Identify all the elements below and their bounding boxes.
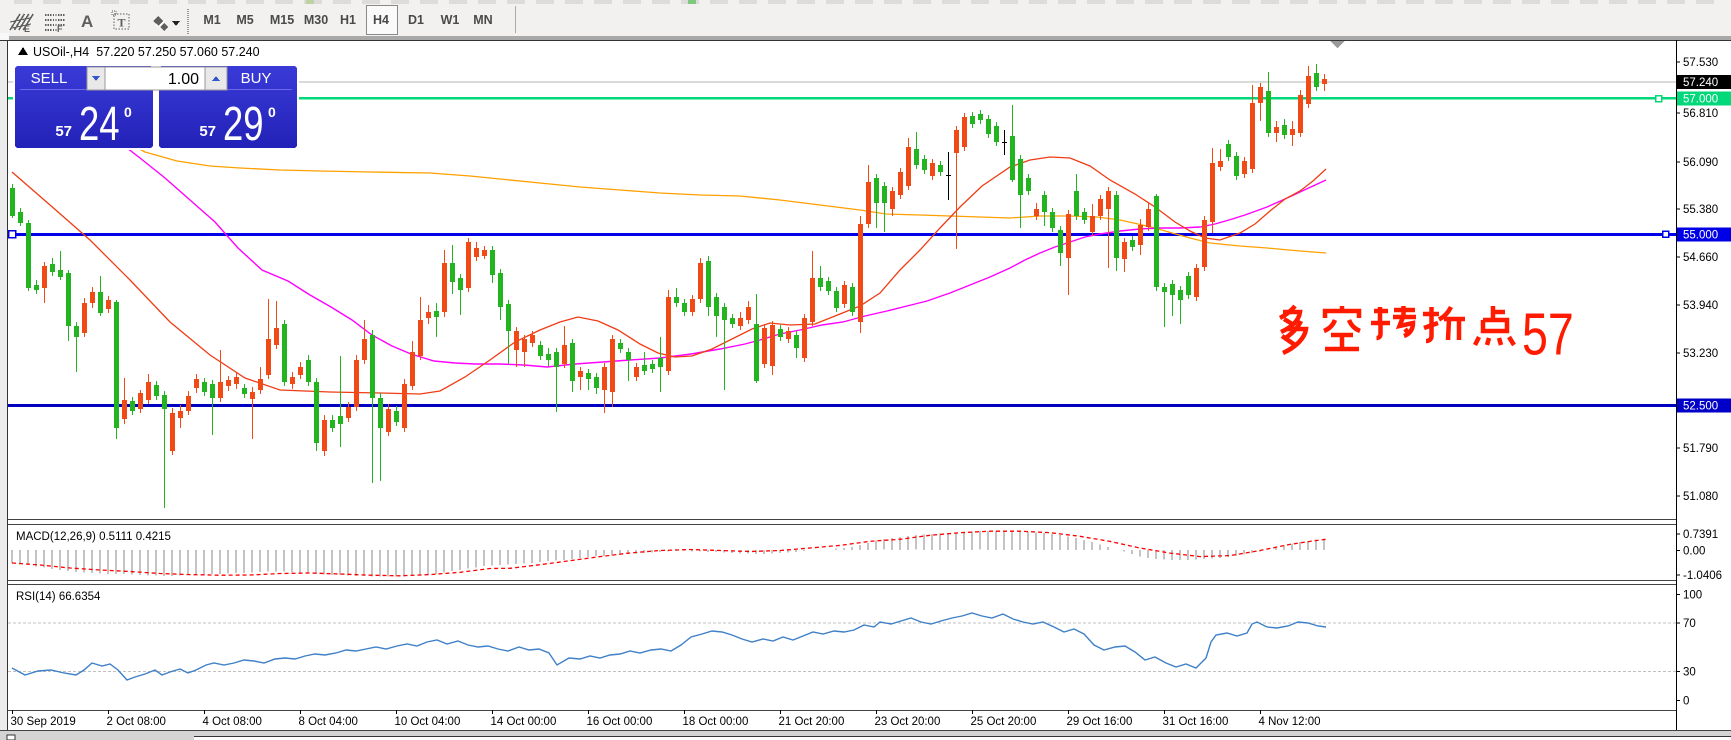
svg-text:A: A — [81, 12, 93, 31]
svg-text:RSI(14) 66.6354: RSI(14) 66.6354 — [16, 591, 101, 603]
svg-text:0.00: 0.00 — [1683, 546, 1705, 558]
svg-text:70: 70 — [1683, 618, 1696, 630]
svg-text:0: 0 — [1683, 696, 1689, 708]
svg-text:W1: W1 — [441, 13, 460, 27]
svg-text:E: E — [24, 24, 30, 34]
svg-text:14 Oct 00:00: 14 Oct 00:00 — [491, 716, 557, 728]
svg-text:1.00: 1.00 — [168, 71, 199, 88]
svg-text:BUY: BUY — [241, 70, 272, 87]
svg-text:23 Oct 20:00: 23 Oct 20:00 — [875, 716, 941, 728]
svg-text:57: 57 — [55, 123, 72, 140]
svg-text:SELL: SELL — [31, 70, 68, 87]
svg-text:53.230: 53.230 — [1683, 348, 1718, 360]
svg-text:18 Oct 00:00: 18 Oct 00:00 — [683, 716, 749, 728]
svg-text:0.7391: 0.7391 — [1683, 529, 1718, 541]
svg-text:56.090: 56.090 — [1683, 157, 1718, 169]
svg-text:4 Nov 12:00: 4 Nov 12:00 — [1259, 716, 1321, 728]
svg-text:16 Oct 00:00: 16 Oct 00:00 — [587, 716, 653, 728]
svg-text:29 Oct 16:00: 29 Oct 16:00 — [1067, 716, 1133, 728]
svg-text:H1: H1 — [340, 13, 356, 27]
svg-text:54.660: 54.660 — [1683, 252, 1718, 264]
svg-text:57.530: 57.530 — [1683, 57, 1718, 69]
svg-text:53.940: 53.940 — [1683, 300, 1718, 312]
svg-text:2 Oct 08:00: 2 Oct 08:00 — [107, 716, 166, 728]
svg-text:30: 30 — [1683, 667, 1696, 679]
svg-text:30 Sep 2019: 30 Sep 2019 — [11, 716, 76, 728]
svg-text:57.240: 57.240 — [1683, 77, 1718, 89]
svg-text:-1.0406: -1.0406 — [1683, 570, 1722, 582]
svg-text:55.000: 55.000 — [1683, 230, 1718, 242]
svg-text:M1: M1 — [203, 13, 220, 27]
svg-text:57.000: 57.000 — [1683, 94, 1718, 106]
svg-text:F: F — [57, 24, 63, 34]
svg-text:100: 100 — [1683, 590, 1702, 602]
svg-text:31 Oct 16:00: 31 Oct 16:00 — [1163, 716, 1229, 728]
svg-text:56.810: 56.810 — [1683, 108, 1718, 120]
svg-text:0: 0 — [268, 104, 276, 120]
svg-text:10 Oct 04:00: 10 Oct 04:00 — [395, 716, 461, 728]
svg-text:21 Oct 20:00: 21 Oct 20:00 — [779, 716, 845, 728]
svg-text:D1: D1 — [408, 13, 424, 27]
svg-text:MACD(12,26,9) 0.5111 0.4215: MACD(12,26,9) 0.5111 0.4215 — [16, 531, 171, 543]
svg-text:8 Oct 04:00: 8 Oct 04:00 — [299, 716, 358, 728]
svg-text:57: 57 — [199, 123, 216, 140]
svg-text:25 Oct 20:00: 25 Oct 20:00 — [971, 716, 1037, 728]
svg-text:USOil-,H4 57.220 57.250 57.06: USOil-,H4 57.220 57.250 57.060 57.240 — [33, 45, 260, 59]
svg-text:M15: M15 — [270, 13, 294, 27]
svg-text:24: 24 — [79, 97, 120, 151]
svg-text:51.080: 51.080 — [1683, 491, 1718, 503]
svg-text:M30: M30 — [304, 13, 328, 27]
svg-text:52.500: 52.500 — [1683, 401, 1718, 413]
svg-text:57: 57 — [1522, 302, 1574, 368]
svg-text:H4: H4 — [373, 13, 389, 27]
svg-text:MN: MN — [473, 13, 492, 27]
svg-text:55.380: 55.380 — [1683, 204, 1718, 216]
svg-text:4 Oct 08:00: 4 Oct 08:00 — [203, 716, 262, 728]
svg-text:0: 0 — [124, 104, 132, 120]
svg-text:T: T — [118, 16, 126, 30]
svg-text:51.790: 51.790 — [1683, 443, 1718, 455]
svg-text:M5: M5 — [236, 13, 253, 27]
svg-text:29: 29 — [223, 97, 264, 151]
